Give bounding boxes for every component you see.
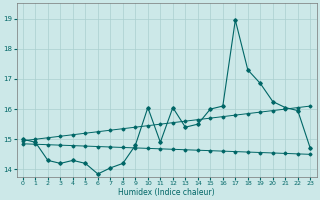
X-axis label: Humidex (Indice chaleur): Humidex (Indice chaleur) bbox=[118, 188, 215, 197]
